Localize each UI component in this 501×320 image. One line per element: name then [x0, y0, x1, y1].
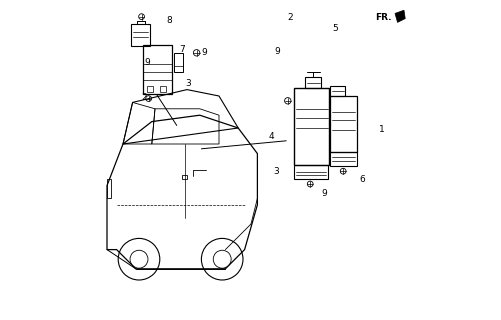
- Text: 9: 9: [201, 48, 207, 57]
- Polygon shape: [394, 10, 404, 22]
- Text: 7: 7: [179, 45, 185, 54]
- Text: 2: 2: [141, 93, 146, 102]
- Bar: [330, 96, 356, 152]
- Bar: [143, 45, 172, 94]
- Text: 4: 4: [269, 132, 274, 140]
- Bar: [182, 175, 187, 179]
- Text: 9: 9: [274, 47, 280, 56]
- Text: 5: 5: [331, 24, 337, 33]
- Text: 2: 2: [287, 13, 292, 22]
- Bar: [159, 86, 165, 92]
- Text: 1: 1: [378, 125, 384, 134]
- Text: 6: 6: [359, 175, 365, 184]
- Bar: [173, 53, 183, 72]
- Bar: [147, 86, 152, 92]
- Text: 8: 8: [166, 16, 172, 25]
- Text: 3: 3: [273, 167, 278, 176]
- Text: 9: 9: [144, 58, 150, 67]
- Bar: [294, 88, 329, 165]
- Text: 3: 3: [185, 79, 191, 88]
- Text: 9: 9: [321, 189, 326, 198]
- Text: FR.: FR.: [374, 13, 391, 22]
- Bar: [107, 179, 111, 198]
